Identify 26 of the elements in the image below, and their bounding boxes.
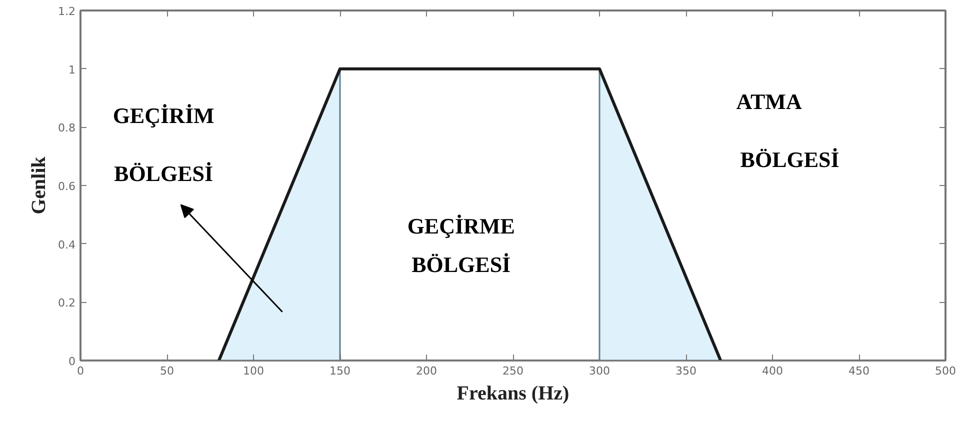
x-tick-label: 350 — [676, 364, 696, 378]
x-tick-label: 250 — [502, 364, 524, 378]
annotation: GEÇİRİM — [112, 103, 214, 128]
annotation: BÖLGESİ — [740, 146, 840, 172]
y-tick-label: 1.2 — [58, 5, 76, 18]
x-axis-title: Frekans (Hz) — [456, 382, 570, 404]
y-tick-label: 0.4 — [58, 238, 76, 252]
annotation: ATMA — [736, 89, 802, 114]
y-axis-title: Genlik — [28, 156, 50, 214]
annotation: GEÇİRME — [407, 213, 515, 238]
x-tick-label: 200 — [416, 364, 437, 378]
y-tick-label: 0.8 — [58, 122, 76, 135]
x-tick-label: 100 — [243, 364, 264, 378]
x-tick-label: 50 — [160, 364, 174, 378]
x-tick-label: 300 — [589, 364, 610, 378]
x-tick-label: 150 — [330, 364, 350, 378]
x-tick-label: 450 — [848, 364, 870, 378]
x-tick-label: 400 — [762, 364, 783, 378]
x-tick-label: 500 — [935, 364, 956, 378]
annotation: BÖLGESİ — [114, 160, 214, 186]
y-tick-label: 0.2 — [58, 296, 76, 310]
annotation: BÖLGESİ — [412, 252, 511, 277]
y-tick-label: 0.6 — [58, 180, 76, 193]
x-tick-label: 0 — [77, 364, 84, 378]
y-tick-label: 1 — [68, 63, 76, 76]
y-tick-label: 0 — [68, 355, 76, 368]
